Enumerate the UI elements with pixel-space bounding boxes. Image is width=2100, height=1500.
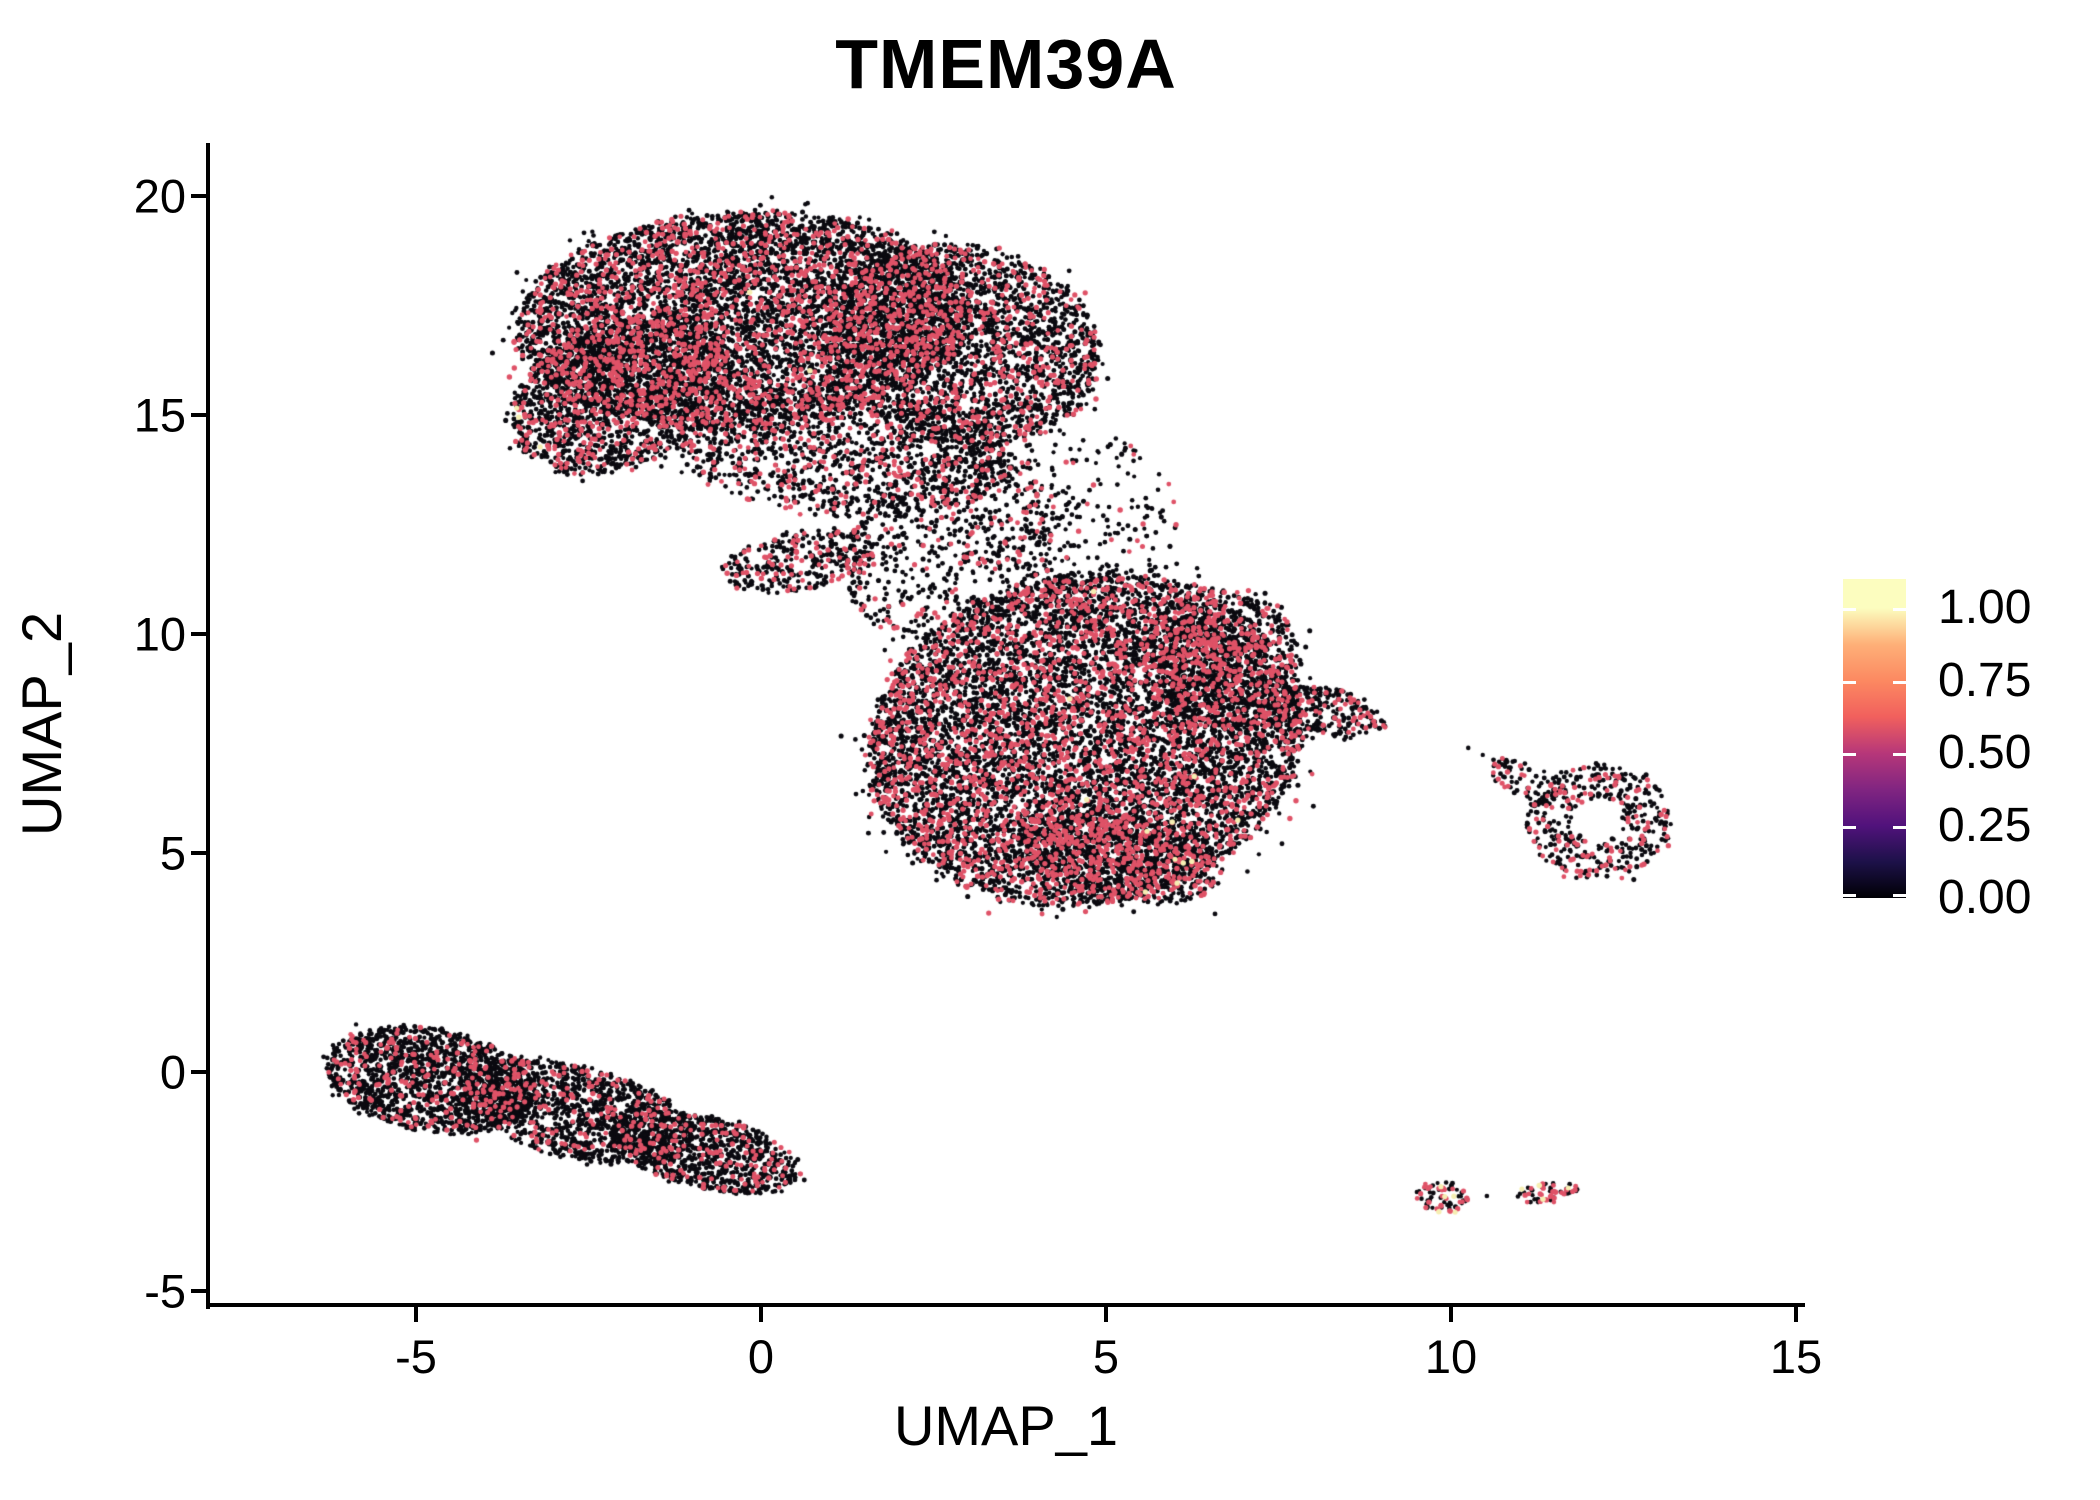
x-tick-mark	[414, 1307, 418, 1322]
colorbar-tick-mark	[1843, 608, 1856, 611]
x-tick-label: 5	[1092, 1330, 1120, 1383]
x-axis-title: UMAP_1	[893, 1394, 1119, 1457]
x-tick-mark	[1104, 1307, 1108, 1322]
y-tick-label: 10	[133, 607, 186, 661]
y-tick-label: 20	[133, 169, 186, 223]
x-tick-label: 10	[1424, 1330, 1478, 1383]
y-tick-label: 5	[159, 826, 186, 880]
y-axis-line	[206, 143, 210, 1309]
colorbar-tick-label: 0.50	[1938, 726, 2032, 779]
colorbar-tick-mark	[1893, 825, 1906, 829]
colorbar-tick-mark	[1893, 680, 1906, 684]
colorbar-tick-label: 0.25	[1938, 798, 2032, 852]
x-tick-mark	[1449, 1307, 1453, 1322]
x-tick-mark	[759, 1307, 763, 1322]
y-tick-mark	[191, 851, 206, 855]
colorbar-tick-mark	[1843, 680, 1856, 684]
colorbar-tick-mark	[1843, 894, 1856, 897]
colorbar-tick-mark	[1893, 753, 1906, 756]
y-tick-label: 15	[133, 388, 186, 442]
x-tick-label: 0	[747, 1330, 775, 1383]
x-tick-label: -5	[395, 1330, 437, 1383]
y-tick-mark	[191, 1070, 206, 1074]
colorbar-tick-mark	[1893, 608, 1906, 611]
colorbar-tick-mark	[1843, 825, 1856, 829]
colorbar-tick-label: 0.75	[1938, 653, 2032, 707]
y-tick-mark	[191, 413, 206, 417]
colorbar-tick-mark	[1893, 894, 1906, 897]
colorbar-tick-mark	[1843, 753, 1856, 756]
y-tick-label: -5	[144, 1264, 186, 1318]
colorbar-tick-label: 0.00	[1938, 871, 2032, 924]
colorbar-gradient	[1843, 579, 1906, 898]
y-tick-mark	[191, 1289, 206, 1293]
y-tick-mark	[191, 632, 206, 636]
y-tick-label: 0	[159, 1045, 186, 1099]
colorbar-tick-label: 1.00	[1938, 581, 2032, 634]
x-tick-mark	[1794, 1307, 1798, 1322]
x-axis-line	[206, 1303, 1805, 1307]
y-tick-mark	[191, 194, 206, 198]
plot-title: TMEM39A	[835, 25, 1177, 103]
x-tick-label: 15	[1769, 1330, 1823, 1383]
y-axis-title: UMAP_2	[10, 611, 73, 837]
